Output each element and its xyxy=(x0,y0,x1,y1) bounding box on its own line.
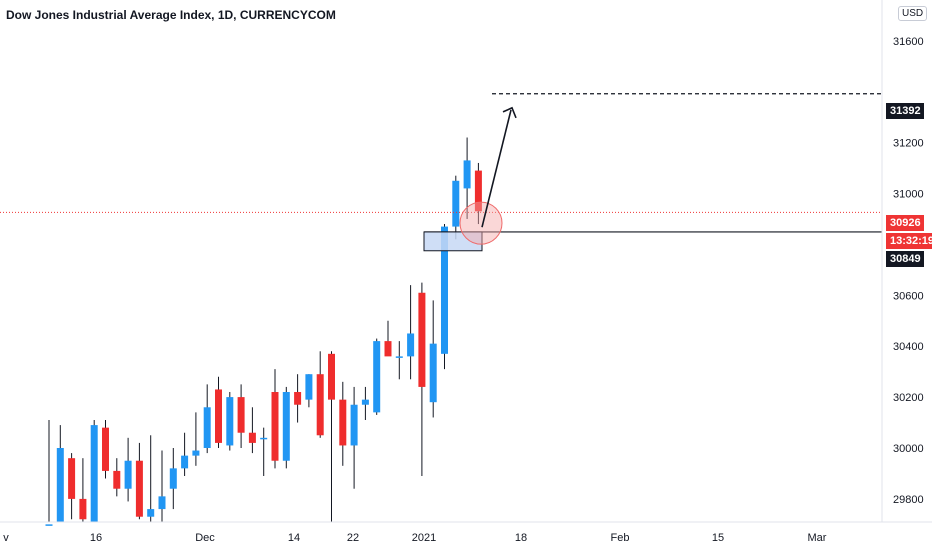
price-tick-label: 30400 xyxy=(893,341,924,353)
target-price-tag: 31392 xyxy=(886,103,924,119)
candle-body xyxy=(237,397,245,433)
candle-body xyxy=(169,468,177,489)
candle-body xyxy=(79,498,87,520)
candle-body xyxy=(339,399,347,446)
candle-body xyxy=(203,407,211,448)
candle-body xyxy=(192,450,200,456)
candle-body xyxy=(215,389,222,443)
candle-body xyxy=(328,353,335,400)
price-tick-label: 31200 xyxy=(893,138,924,150)
candle-body xyxy=(124,460,132,489)
countdown-tag: 13:32:19 xyxy=(886,233,932,249)
last-price-tag: 30926 xyxy=(886,215,924,231)
support-price-tag: 30849 xyxy=(886,251,924,267)
highlight-circle xyxy=(459,201,503,245)
time-tick-label: 22 xyxy=(347,532,359,544)
candle-body xyxy=(463,160,471,189)
candle-body xyxy=(361,399,369,405)
candle-body xyxy=(384,341,392,357)
candle-body xyxy=(474,170,482,212)
time-tick-label: 18 xyxy=(515,532,527,544)
candle-body xyxy=(147,509,155,517)
drawing-overlays xyxy=(0,93,882,252)
candle-body xyxy=(441,226,448,354)
candle-body xyxy=(294,392,302,405)
time-tick-label: 16 xyxy=(90,532,102,544)
candles xyxy=(45,137,482,526)
price-tick-label: 30600 xyxy=(893,290,924,302)
price-tick-label: 30200 xyxy=(893,392,924,404)
candle-body xyxy=(248,432,256,443)
candle-body xyxy=(260,437,268,440)
candle-body xyxy=(90,425,98,522)
demand-zone-box xyxy=(423,231,483,252)
candle-body xyxy=(56,448,64,522)
candle-body xyxy=(418,292,426,387)
time-axis[interactable]: v 16 Dec 14 22 2021 18 Feb 15 Mar xyxy=(0,521,932,544)
candle-body xyxy=(373,341,381,413)
time-tick-label: 15 xyxy=(712,532,724,544)
candle-body xyxy=(113,470,121,489)
candle-body xyxy=(271,392,279,461)
candle-body xyxy=(282,392,290,461)
currency-button[interactable]: USD xyxy=(898,6,928,21)
time-tick-label: 2021 xyxy=(412,532,436,544)
time-tick-label: v xyxy=(3,532,9,544)
candle-body xyxy=(226,397,234,446)
arrow-head xyxy=(502,106,517,119)
candle-body xyxy=(68,458,76,499)
candle-body xyxy=(45,524,53,526)
candle-body xyxy=(102,427,109,471)
candle-body xyxy=(350,404,358,446)
candle-body xyxy=(429,343,437,403)
candle-body xyxy=(158,496,166,510)
price-tick-label: 31000 xyxy=(893,189,924,201)
time-tick-label: Dec xyxy=(195,532,215,544)
time-tick-label: Mar xyxy=(808,532,827,544)
candle-body xyxy=(181,455,189,469)
candle-body xyxy=(316,374,324,436)
candle-body xyxy=(395,356,403,358)
projection-arrow xyxy=(481,109,512,228)
candle-body xyxy=(407,333,415,357)
price-tick-label: 30000 xyxy=(893,443,924,455)
candle-body xyxy=(135,460,143,517)
candle-body xyxy=(452,180,460,227)
price-tick-label: 31600 xyxy=(893,36,924,48)
time-tick-label: 14 xyxy=(288,532,300,544)
chart-title: Dow Jones Industrial Average Index, 1D, … xyxy=(6,8,336,22)
price-tick-label: 29800 xyxy=(893,494,924,506)
candle-body xyxy=(305,374,313,400)
time-tick-label: Feb xyxy=(611,532,630,544)
